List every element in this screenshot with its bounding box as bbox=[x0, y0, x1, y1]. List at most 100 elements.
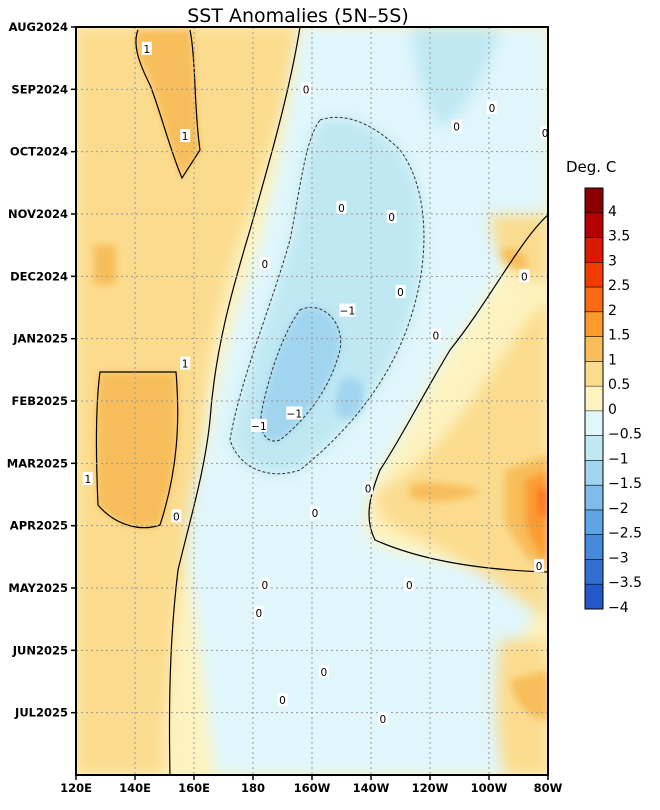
contour-label-bg bbox=[253, 605, 264, 619]
colorbar-label: 2.5 bbox=[608, 278, 630, 294]
gridlines bbox=[76, 27, 548, 775]
colorbar-label: −3.5 bbox=[608, 575, 642, 591]
y-tick-label: FEB2025 bbox=[12, 394, 68, 408]
x-tick-label: 180 bbox=[241, 781, 265, 795]
x-tick-label: 120W bbox=[412, 781, 449, 795]
contour-label-bg bbox=[180, 129, 191, 143]
colorbar-swatch bbox=[585, 460, 603, 486]
contour-label: 0 bbox=[256, 608, 263, 620]
contour-label: 0 bbox=[173, 511, 180, 523]
x-tick-label: 160W bbox=[294, 781, 331, 795]
colorbar-swatch bbox=[585, 212, 603, 239]
x-tick-label: 120E bbox=[60, 781, 92, 795]
minus-half-contour bbox=[229, 116, 425, 475]
contour-label-bg bbox=[286, 406, 303, 420]
contour-label-bg bbox=[301, 82, 312, 96]
colorbar-swatch bbox=[585, 336, 603, 362]
x-tick-label: 160E bbox=[178, 781, 210, 795]
colorbar-swatch bbox=[585, 435, 603, 461]
colorbar-label: −4 bbox=[608, 600, 629, 616]
x-tick-label: 100W bbox=[471, 781, 508, 795]
colorbar-label: 0 bbox=[608, 402, 617, 418]
colorbar-swatch bbox=[585, 485, 603, 511]
colorbar-label: −2.5 bbox=[608, 526, 642, 542]
colorbar: 4 3.5 3 2.5 2 1.5 1 0.5 0 −0.5 −1 −1.5 −2 −2.5 −3 −3.5 −… bbox=[584, 187, 642, 616]
colorbar-label: −0.5 bbox=[608, 427, 642, 443]
contour-label: −1 bbox=[340, 306, 355, 318]
contour-label-bg bbox=[277, 693, 288, 707]
y-tick-label: MAR2025 bbox=[7, 456, 68, 470]
colorbar-swatch bbox=[585, 584, 603, 610]
contour-label: 0 bbox=[279, 695, 286, 707]
colorbar-swatch bbox=[585, 559, 603, 585]
contour-label: 0 bbox=[521, 271, 528, 283]
contour-label: 0 bbox=[388, 212, 395, 224]
x-tick-label: 140E bbox=[119, 781, 151, 795]
contour-label-bg bbox=[309, 506, 320, 520]
colorbar-label: 3.5 bbox=[608, 229, 630, 245]
colorbar-label: 2 bbox=[608, 303, 617, 319]
colorbar-swatch bbox=[585, 262, 603, 288]
x-tick-label: 80W bbox=[534, 781, 563, 795]
contour-label-bg bbox=[250, 418, 267, 432]
plot-area: 1 1 0 0 0 0 0 0 0 0 0 0 −1 1 −1 −1 1 0 0 0 0 0 0 0 0 0 0 bbox=[76, 27, 548, 775]
contour-label-bg bbox=[259, 256, 270, 270]
contour-label-bg bbox=[336, 200, 347, 214]
one-contour-west bbox=[135, 29, 201, 180]
colorbar-swatch bbox=[585, 410, 603, 437]
y-tick-label: DEC2024 bbox=[10, 269, 68, 283]
hot-coastal-patches bbox=[410, 248, 548, 720]
colorbar-label: −1.5 bbox=[608, 476, 642, 492]
contour-label: 0 bbox=[397, 287, 404, 299]
y-tick-label: JUN2025 bbox=[12, 643, 68, 657]
negative-contour-lines bbox=[229, 116, 425, 475]
contour-label: 0 bbox=[312, 508, 319, 520]
zero-contour-west bbox=[168, 27, 301, 775]
contour-label-bg bbox=[534, 559, 545, 573]
contour-label-bg bbox=[377, 711, 388, 725]
colorbar-swatch bbox=[585, 361, 603, 387]
contour-label-bg bbox=[519, 269, 530, 283]
contour-label-bg bbox=[259, 577, 270, 591]
contour-label: 1 bbox=[182, 359, 189, 371]
contour-label-bg bbox=[180, 356, 191, 370]
y-tick-label: MAY2025 bbox=[8, 581, 68, 595]
minus-one-contour bbox=[260, 306, 342, 442]
x-axis: 120E 140E 160E 180 160W 140W 120W 100W 80W bbox=[60, 775, 563, 795]
contour-label: 0 bbox=[453, 122, 460, 134]
contour-label-bg bbox=[339, 303, 356, 317]
contour-label-bg bbox=[540, 125, 548, 139]
colorbar-units: Deg. C bbox=[566, 158, 616, 176]
colorbar-label: 1 bbox=[608, 352, 617, 368]
colorbar-swatch bbox=[585, 287, 603, 313]
colorbar-swatch bbox=[585, 237, 603, 263]
y-tick-label: OCT2024 bbox=[10, 145, 68, 159]
y-tick-label: AUG2024 bbox=[9, 20, 68, 34]
y-tick-label: SEP2024 bbox=[11, 82, 68, 96]
contour-label-bg bbox=[171, 509, 182, 523]
contour-label: −1 bbox=[251, 421, 266, 433]
y-tick-label: APR2025 bbox=[10, 519, 68, 533]
contour-label-bg bbox=[318, 665, 329, 679]
contour-label: −1 bbox=[287, 408, 302, 420]
x-tick-label: 140W bbox=[353, 781, 390, 795]
contour-label: 1 bbox=[84, 474, 91, 486]
contour-lines bbox=[95, 27, 548, 775]
zero-contour-east bbox=[368, 214, 548, 573]
colorbar-swatch bbox=[585, 188, 603, 214]
colorbar-swatch bbox=[585, 311, 603, 338]
contour-label-bg bbox=[141, 41, 152, 55]
colorbar-swatch bbox=[585, 509, 603, 536]
contour-label: 1 bbox=[182, 131, 189, 143]
contour-label-bg bbox=[363, 481, 374, 495]
colorbar-label: 3 bbox=[608, 253, 617, 269]
y-tick-label: NOV2024 bbox=[8, 207, 68, 221]
colorbar-swatch bbox=[585, 386, 603, 412]
contour-label: 0 bbox=[320, 667, 327, 679]
y-tick-label: JUL2025 bbox=[14, 706, 68, 720]
contour-label: 0 bbox=[536, 561, 543, 573]
contour-label-bg bbox=[430, 328, 441, 342]
chart-title: SST Anomalies (5N–5S) bbox=[187, 5, 409, 27]
colorbar-label: 4 bbox=[608, 204, 617, 220]
y-tick-label: JAN2025 bbox=[12, 332, 68, 346]
